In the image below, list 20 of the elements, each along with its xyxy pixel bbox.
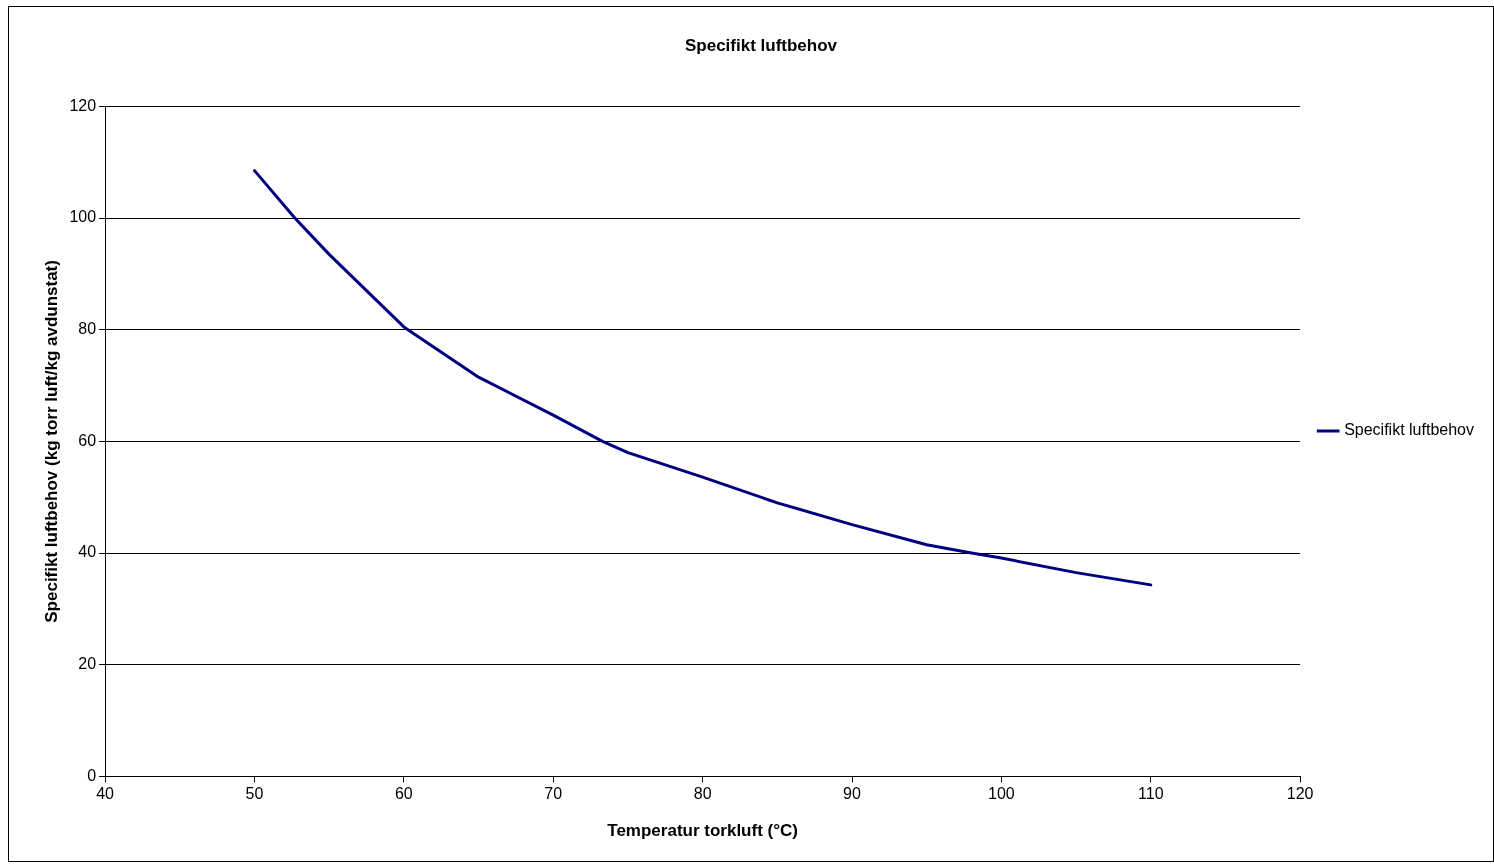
chart-title: Specifikt luftbehov (684, 35, 838, 55)
y-tick-label: 100 (69, 208, 97, 226)
y-tick-label: 120 (69, 96, 97, 114)
x-tick-label: 70 (544, 785, 563, 803)
x-tick-label: 100 (988, 785, 1015, 803)
x-tick-label: 60 (394, 785, 413, 803)
x-tick-label: 120 (1286, 785, 1314, 803)
y-tick-label: 60 (78, 431, 97, 449)
y-tick-label: 20 (78, 655, 97, 673)
y-tick-label: 40 (78, 543, 97, 561)
x-tick-label: 50 (245, 785, 264, 803)
y-axis-title: Specifikt luftbehov (kg torr luft/kg avdunstat) (41, 260, 61, 623)
legend-label: Specifikt luftbehov (1344, 421, 1475, 439)
x-tick-label: 110 (1138, 785, 1164, 803)
x-tick-label: 40 (96, 785, 115, 803)
y-tick-label: 80 (78, 320, 97, 338)
y-tick-label: 0 (87, 766, 97, 784)
x-tick-label: 90 (843, 785, 861, 803)
x-tick-label: 80 (693, 785, 712, 803)
x-axis-title: Temperatur torkluft (°C) (607, 821, 798, 841)
